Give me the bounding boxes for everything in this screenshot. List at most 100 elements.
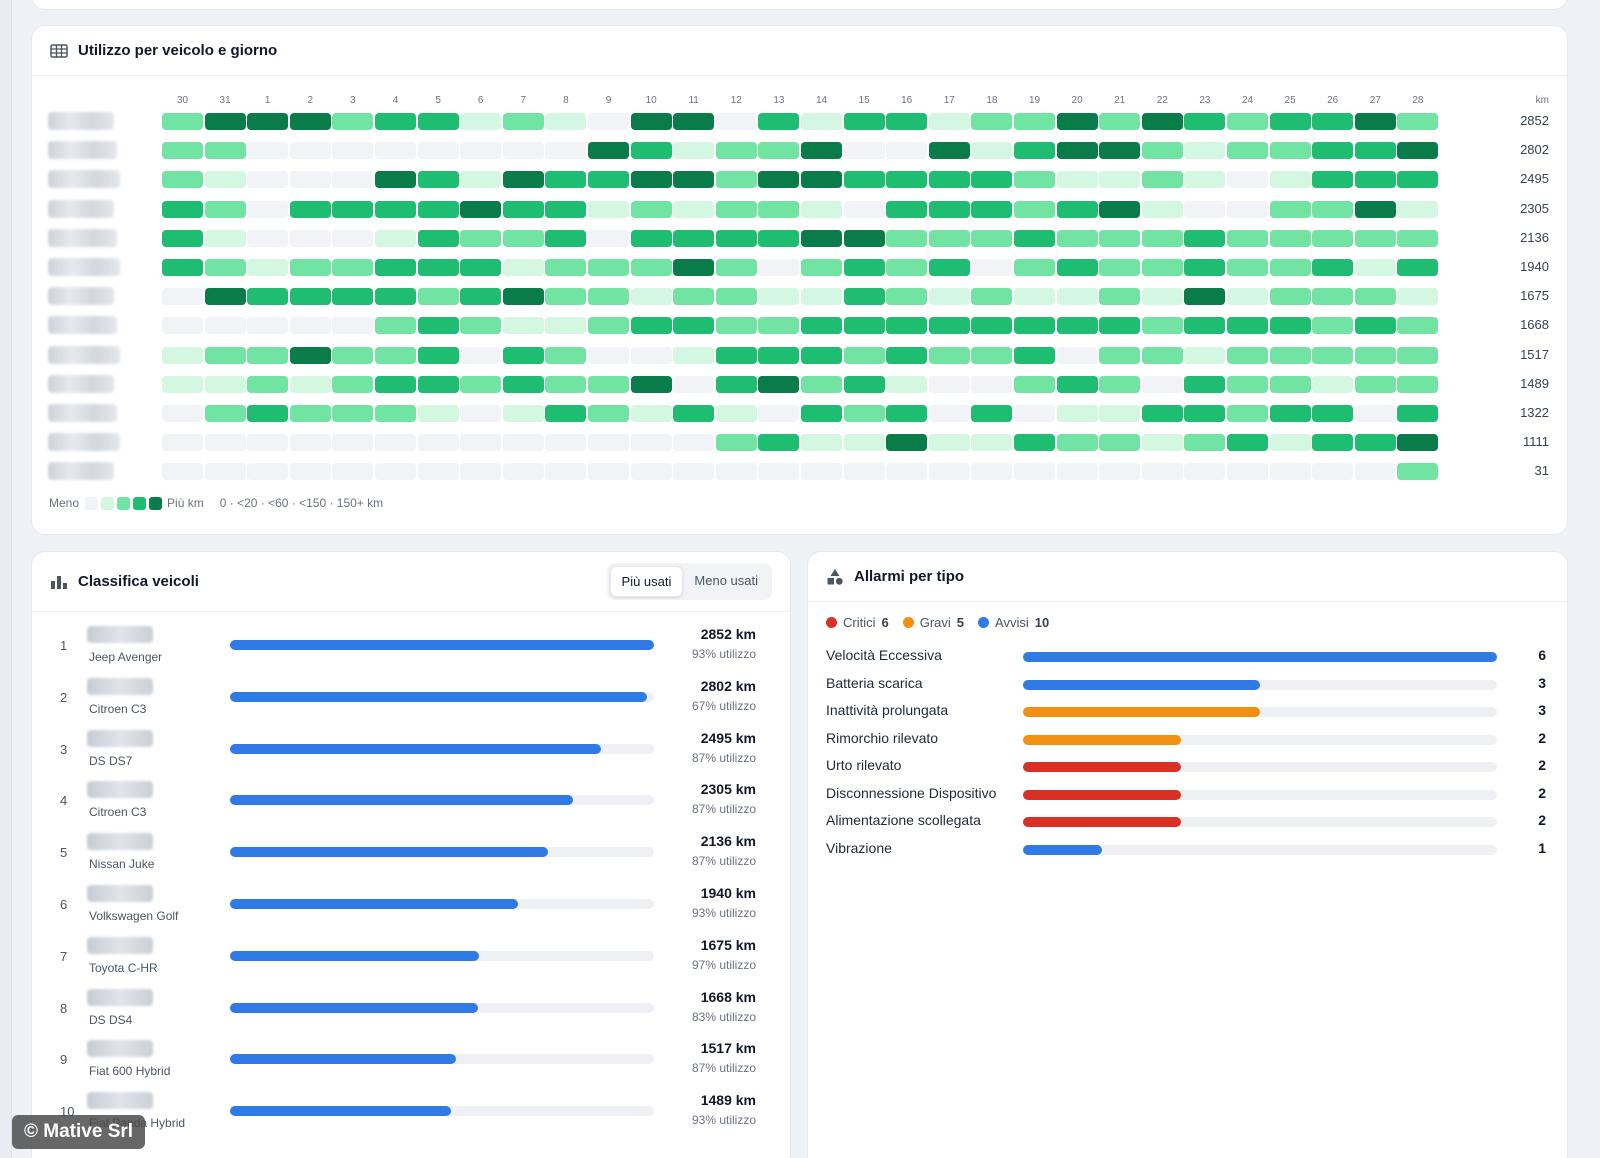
alarm-row[interactable]: Rimorchio rilevato 2 [826, 728, 1546, 750]
heatmap-cell[interactable] [1014, 434, 1055, 452]
heatmap-cell[interactable] [1227, 229, 1268, 247]
heatmap-cell[interactable] [1141, 288, 1183, 306]
heatmap-cell[interactable] [588, 346, 629, 364]
heatmap-cell[interactable] [545, 142, 587, 160]
heatmap-cell[interactable] [588, 405, 629, 422]
heatmap-cell[interactable] [971, 375, 1013, 393]
heatmap-cell[interactable] [588, 375, 629, 393]
heatmap-cell[interactable] [673, 259, 715, 276]
heatmap-cell[interactable] [1184, 317, 1226, 335]
heatmap-cell[interactable] [502, 142, 544, 160]
ranking-row[interactable]: 7 Toyota C-HR 1675 km 97% utilizzo [32, 933, 790, 985]
heatmap-cell[interactable] [502, 463, 544, 481]
heatmap-cell[interactable] [1056, 259, 1098, 276]
heatmap-cell[interactable] [1141, 142, 1183, 160]
heatmap-cell[interactable] [1056, 171, 1098, 189]
heatmap-cell[interactable] [1312, 463, 1354, 481]
heatmap-cell[interactable] [1397, 259, 1439, 276]
heatmap-cell[interactable] [1099, 346, 1141, 364]
heatmap-cell[interactable] [971, 229, 1013, 247]
heatmap-cell[interactable] [162, 434, 203, 452]
heatmap-cell[interactable] [673, 113, 715, 130]
heatmap-cell[interactable] [588, 259, 629, 276]
heatmap-cell[interactable] [1056, 346, 1098, 364]
heatmap-cell[interactable] [460, 434, 502, 452]
heatmap-cell[interactable] [928, 200, 970, 218]
heatmap-cell[interactable] [1397, 405, 1439, 422]
heatmap-cell[interactable] [1269, 229, 1311, 247]
heatmap-cell[interactable] [460, 375, 502, 393]
heatmap-cell[interactable] [928, 113, 970, 130]
heatmap-cell[interactable] [1312, 229, 1354, 247]
heatmap-cell[interactable] [673, 200, 715, 218]
heatmap-cell[interactable] [1397, 288, 1439, 306]
heatmap-cell[interactable] [1141, 405, 1183, 422]
heatmap-cell[interactable] [1099, 375, 1141, 393]
heatmap-cell[interactable] [1312, 259, 1354, 276]
alarm-row[interactable]: Alimentazione scollegata 2 [826, 810, 1546, 832]
heatmap-cell[interactable] [630, 171, 672, 189]
heatmap-cell[interactable] [460, 259, 502, 276]
heatmap-cell[interactable] [886, 259, 928, 276]
heatmap-cell[interactable] [289, 229, 331, 247]
heatmap-cell[interactable] [588, 463, 629, 481]
heatmap-cell[interactable] [332, 317, 374, 335]
heatmap-cell[interactable] [758, 317, 800, 335]
heatmap-cell[interactable] [843, 200, 885, 218]
heatmap-cell[interactable] [588, 200, 629, 218]
heatmap-cell[interactable] [375, 142, 416, 160]
heatmap-cell[interactable] [1056, 317, 1098, 335]
heatmap-cell[interactable] [1312, 288, 1354, 306]
heatmap-cell[interactable] [673, 317, 715, 335]
heatmap-cell[interactable] [971, 288, 1013, 306]
heatmap-cell[interactable] [1184, 434, 1226, 452]
alarm-row[interactable]: Batteria scarica 3 [826, 673, 1546, 695]
heatmap-cell[interactable] [332, 288, 374, 306]
heatmap-cell[interactable] [247, 463, 289, 481]
heatmap-cell[interactable] [758, 346, 800, 364]
heatmap-cell[interactable] [1312, 434, 1354, 452]
heatmap-cell[interactable] [1269, 113, 1311, 130]
heatmap-cell[interactable] [843, 171, 885, 189]
heatmap-cell[interactable] [1397, 434, 1439, 452]
heatmap-cell[interactable] [1141, 200, 1183, 218]
heatmap-cell[interactable] [1141, 259, 1183, 276]
heatmap-cell[interactable] [1056, 200, 1098, 218]
heatmap-cell[interactable] [545, 405, 587, 422]
heatmap-cell[interactable] [204, 405, 246, 422]
heatmap-cell[interactable] [545, 259, 587, 276]
heatmap-cell[interactable] [1141, 317, 1183, 335]
heatmap-cell[interactable] [332, 375, 374, 393]
heatmap-cell[interactable] [1184, 463, 1226, 481]
heatmap-cell[interactable] [1354, 171, 1396, 189]
heatmap-cell[interactable] [801, 405, 842, 422]
heatmap-cell[interactable] [1227, 346, 1268, 364]
heatmap-cell[interactable] [971, 113, 1013, 130]
heatmap-cell[interactable] [673, 375, 715, 393]
tab-least-used[interactable]: Meno usati [694, 573, 758, 588]
heatmap-cell[interactable] [843, 317, 885, 335]
heatmap-cell[interactable] [545, 434, 587, 452]
heatmap-cell[interactable] [289, 375, 331, 393]
heatmap-cell[interactable] [460, 113, 502, 130]
heatmap-cell[interactable] [204, 434, 246, 452]
heatmap-cell[interactable] [1014, 171, 1055, 189]
heatmap-cell[interactable] [630, 113, 672, 130]
heatmap-cell[interactable] [417, 171, 459, 189]
heatmap-cell[interactable] [758, 113, 800, 130]
ranking-row[interactable]: 1 Jeep Avenger 2852 km 93% utilizzo [32, 622, 790, 674]
heatmap-cell[interactable] [1354, 463, 1396, 481]
heatmap-cell[interactable] [1056, 229, 1098, 247]
heatmap-cell[interactable] [630, 317, 672, 335]
heatmap-cell[interactable] [1269, 142, 1311, 160]
heatmap-cell[interactable] [1269, 375, 1311, 393]
heatmap-cell[interactable] [758, 259, 800, 276]
heatmap-cell[interactable] [673, 288, 715, 306]
heatmap-cell[interactable] [1354, 405, 1396, 422]
heatmap-cell[interactable] [801, 375, 842, 393]
heatmap-cell[interactable] [247, 259, 289, 276]
heatmap-cell[interactable] [1056, 375, 1098, 393]
heatmap-cell[interactable] [1056, 113, 1098, 130]
heatmap-cell[interactable] [1099, 142, 1141, 160]
